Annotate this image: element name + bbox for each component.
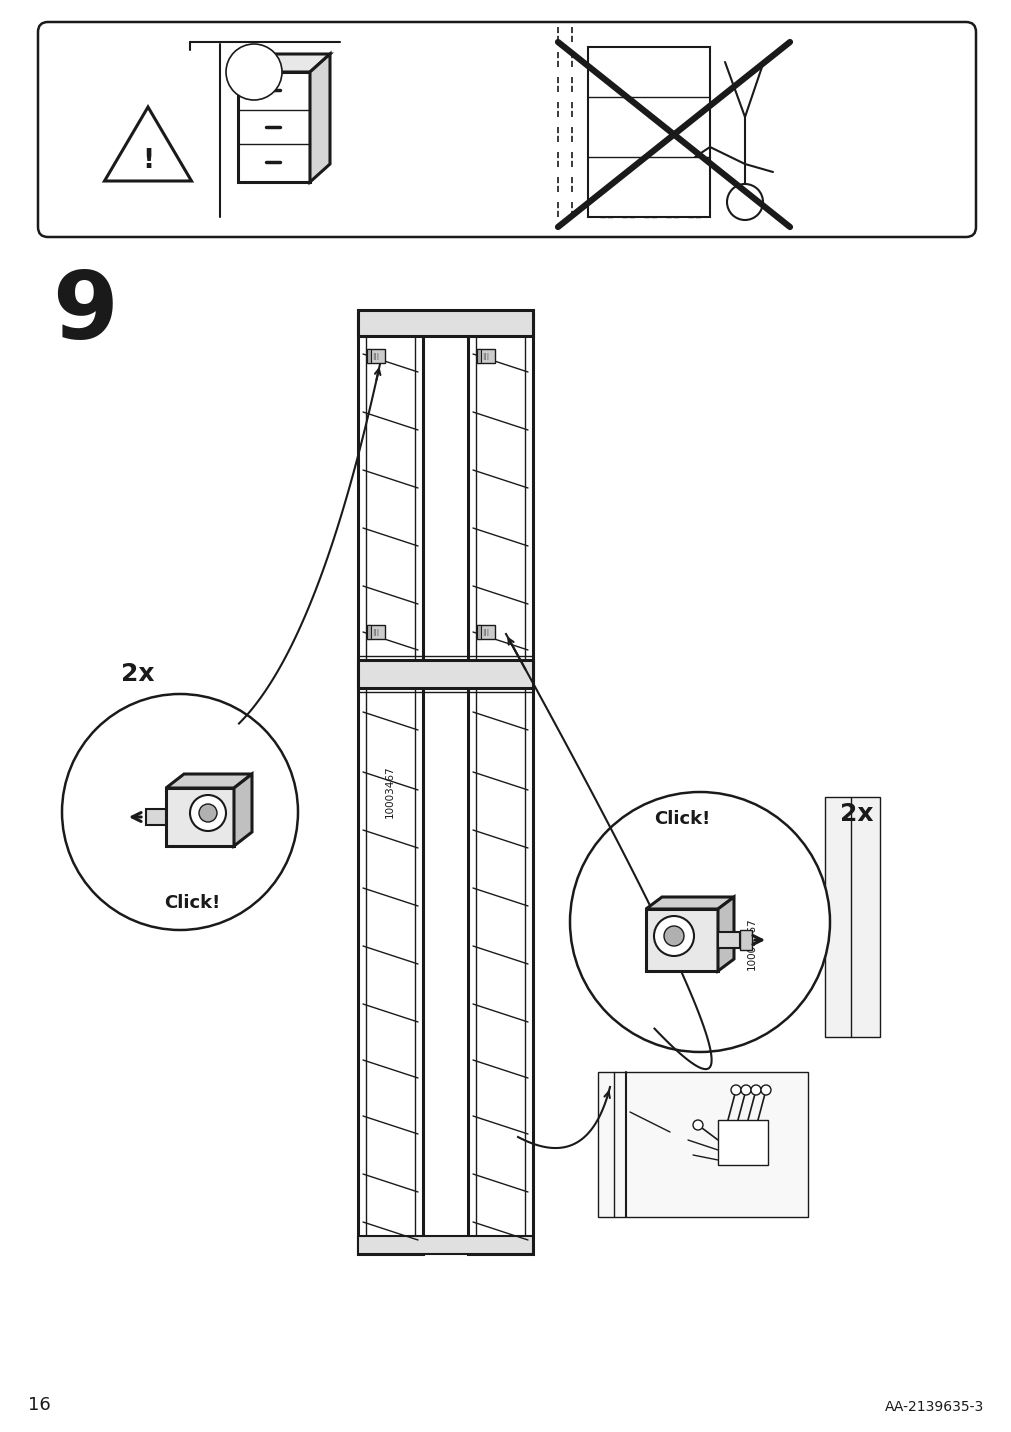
Polygon shape [645, 896, 733, 909]
FancyBboxPatch shape [38, 21, 975, 238]
Circle shape [62, 695, 297, 929]
Polygon shape [587, 47, 710, 218]
Polygon shape [238, 72, 309, 182]
Bar [358, 314, 423, 1254]
Polygon shape [146, 809, 166, 825]
Text: |||: ||| [372, 352, 379, 359]
Circle shape [693, 1120, 703, 1130]
Text: 10003467: 10003467 [384, 766, 394, 818]
Bar [476, 349, 480, 362]
Circle shape [740, 1085, 750, 1095]
Polygon shape [166, 775, 252, 788]
Bar [476, 624, 494, 639]
Polygon shape [234, 775, 252, 846]
Bar [367, 624, 371, 639]
Circle shape [653, 916, 694, 957]
Text: |||: ||| [482, 352, 489, 359]
Polygon shape [717, 896, 733, 971]
Circle shape [663, 927, 683, 947]
Circle shape [750, 1085, 760, 1095]
Polygon shape [717, 1120, 767, 1166]
Circle shape [190, 795, 225, 831]
Polygon shape [717, 932, 739, 948]
Circle shape [760, 1085, 770, 1095]
Circle shape [199, 803, 216, 822]
Bar [824, 798, 880, 1037]
Bar [367, 349, 371, 362]
Text: |||: ||| [372, 629, 379, 636]
Bar [358, 309, 533, 337]
Text: Click!: Click! [164, 894, 220, 912]
Bar [475, 322, 525, 1246]
Text: AA-2139635-3: AA-2139635-3 [884, 1400, 983, 1413]
Text: !: ! [142, 147, 154, 175]
Bar [476, 349, 494, 362]
Text: 2x: 2x [121, 662, 155, 686]
Bar [739, 929, 751, 949]
Polygon shape [645, 909, 717, 971]
Text: 16: 16 [28, 1396, 51, 1413]
Bar [598, 1073, 807, 1217]
Bar [358, 1236, 533, 1254]
Text: 10003467: 10003467 [746, 918, 756, 971]
Text: 9: 9 [52, 266, 117, 359]
Polygon shape [238, 54, 330, 72]
Polygon shape [309, 54, 330, 182]
Text: Click!: Click! [653, 811, 710, 828]
Bar [367, 624, 384, 639]
Circle shape [225, 44, 282, 100]
Bar [476, 624, 480, 639]
Bar [366, 322, 415, 1246]
Polygon shape [104, 107, 191, 180]
Circle shape [730, 1085, 740, 1095]
Bar [467, 314, 533, 1254]
Bar [367, 349, 384, 362]
Bar [358, 660, 533, 687]
Text: 2x: 2x [839, 802, 872, 826]
Circle shape [569, 792, 829, 1053]
Polygon shape [166, 788, 234, 846]
Text: |||: ||| [482, 629, 489, 636]
Circle shape [726, 183, 762, 221]
